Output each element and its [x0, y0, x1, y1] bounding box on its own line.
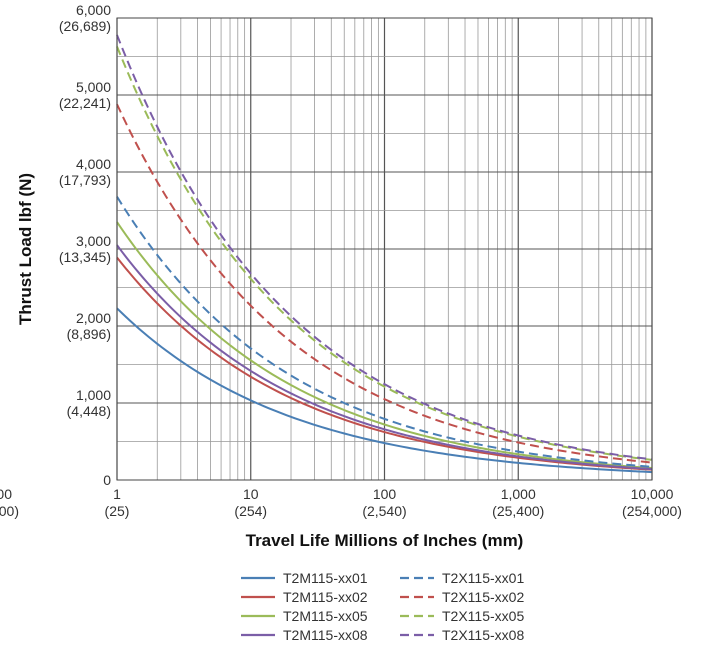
y-tick-sublabel: (26,689)	[59, 18, 111, 34]
y-tick-label: 4,000	[76, 156, 111, 172]
series-line-t2x115-xx01	[116, 196, 653, 468]
chart-series-layer	[116, 34, 653, 474]
y-tick-label: 0	[103, 472, 111, 488]
legend-label: T2X115-xx02	[442, 589, 524, 605]
y-tick-sublabel: (22,241)	[59, 95, 111, 111]
legend-label: T2X115-xx08	[442, 627, 524, 643]
y-axis-title: Thrust Load lbf (N)	[16, 173, 35, 325]
y-tick-label: 6,000	[76, 2, 111, 18]
y-tick-label: 3,000	[76, 233, 111, 249]
y-tick-label: 5,000	[76, 79, 111, 95]
legend-label: T2M115-xx05	[283, 608, 368, 624]
y-tick-sublabel: (4,448)	[67, 403, 111, 419]
y-tick-sublabel: (17,793)	[59, 172, 111, 188]
y-tick-sublabel: (8,896)	[67, 326, 111, 342]
x-tick-label: 10,000	[631, 486, 674, 502]
series-line-t2m115-xx02	[116, 256, 653, 471]
x-tick-label-clipped: 00	[0, 486, 12, 502]
y-axis-ticks: 0 1,000(4,448) 2,000(8,896) 3,000(13,345) 4,…	[59, 2, 111, 488]
x-tick-sublabel: (25,400)	[492, 503, 544, 519]
x-axis-ticks: 1(25) 10(254) 100(2,540) 1,000(25,400) 10,00…	[0, 486, 682, 519]
x-tick-label: 1,000	[501, 486, 536, 502]
x-tick-label: 100	[373, 486, 397, 502]
x-tick-sublabel: (254,000)	[622, 503, 682, 519]
chart-legend: T2M115-xx01 T2M115-xx02 T2M115-xx05 T2M115-…	[241, 570, 524, 643]
legend-label: T2M115-xx01	[283, 570, 368, 586]
series-line-t2x115-xx08	[116, 34, 653, 461]
x-tick-sublabel: (25)	[105, 503, 130, 519]
legend-label: T2M115-xx08	[283, 627, 368, 643]
legend-label: T2X115-xx01	[442, 570, 524, 586]
y-tick-label: 2,000	[76, 310, 111, 326]
y-tick-sublabel: (13,345)	[59, 249, 111, 265]
x-tick-sublabel: (254)	[234, 503, 267, 519]
legend-label: T2X115-xx05	[442, 608, 524, 624]
series-line-t2m115-xx08	[116, 244, 653, 471]
legend-label: T2M115-xx02	[283, 589, 368, 605]
plot-area-frame	[116, 17, 653, 481]
series-line-t2m115-xx05	[116, 221, 653, 470]
x-tick-sublabel: (2,540)	[362, 503, 406, 519]
x-tick-label: 10	[243, 486, 259, 502]
series-line-t2m115-xx01	[116, 307, 653, 474]
x-tick-label: 1	[113, 486, 121, 502]
chart-grid	[116, 17, 653, 481]
x-tick-sublabel-clipped: 00)	[0, 503, 19, 519]
x-axis-title: Travel Life Millions of Inches (mm)	[246, 531, 524, 550]
series-line-t2x115-xx02	[116, 103, 653, 464]
y-tick-label: 1,000	[76, 387, 111, 403]
